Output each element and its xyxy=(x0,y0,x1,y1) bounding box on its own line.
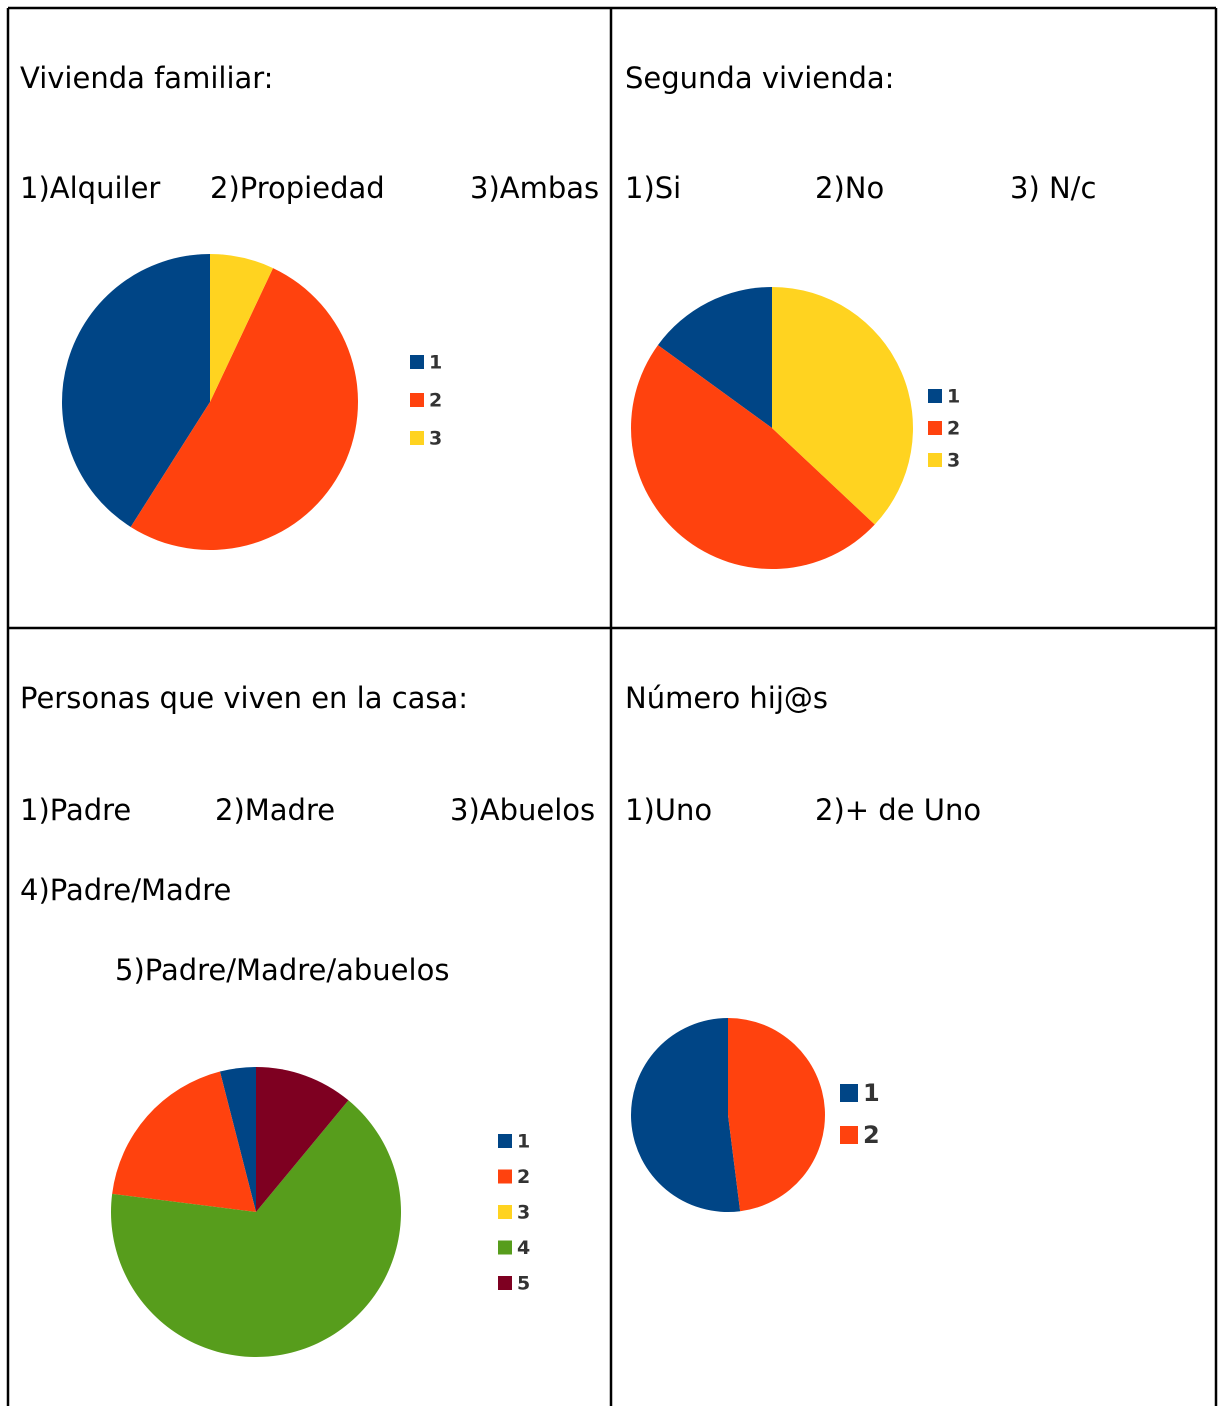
pie-slice xyxy=(657,287,772,428)
pie-slice xyxy=(772,287,914,525)
pie-slice xyxy=(112,1071,256,1212)
pie-slice xyxy=(728,1018,825,1212)
pie-slice xyxy=(630,1018,741,1212)
pie-slice xyxy=(62,254,210,527)
legend-swatch xyxy=(498,1169,512,1184)
pie-slice xyxy=(219,1067,256,1212)
option: 3)Abuelos xyxy=(450,793,595,827)
legend-label: 2 xyxy=(947,418,960,440)
cell-title: Vivienda familiar: xyxy=(20,61,273,95)
option: 2)No xyxy=(815,171,884,205)
option: 2)Madre xyxy=(215,793,335,827)
option: 1)Alquiler xyxy=(20,171,160,205)
option: 2)Propiedad xyxy=(210,171,385,205)
pie-slice xyxy=(630,345,875,569)
legend-swatch xyxy=(410,355,424,369)
option: 1)Padre xyxy=(20,793,131,827)
legend-label: 3 xyxy=(947,450,960,472)
pie-slice xyxy=(256,1067,349,1212)
option: 1)Si xyxy=(625,171,681,205)
cell-title: Número hij@s xyxy=(625,681,828,715)
pie-slice xyxy=(130,268,359,551)
legend-label: 1 xyxy=(517,1131,530,1153)
option: 1)Uno xyxy=(625,793,712,827)
legend-swatch xyxy=(840,1084,858,1102)
legend-swatch xyxy=(498,1240,512,1255)
legend-label: 1 xyxy=(863,1079,880,1107)
legend-swatch xyxy=(410,393,424,407)
option: 3)Ambas xyxy=(470,171,599,205)
option: 2)+ de Uno xyxy=(815,793,981,827)
cell-title: Segunda vivienda: xyxy=(625,61,894,95)
pie-slice xyxy=(210,254,274,402)
legend-swatch xyxy=(498,1205,512,1219)
legend-label: 4 xyxy=(517,1237,530,1259)
legend-label: 1 xyxy=(947,386,960,408)
legend-label: 5 xyxy=(517,1273,530,1295)
legend-swatch xyxy=(840,1126,858,1144)
option: 5)Padre/Madre/abuelos xyxy=(115,953,449,987)
option: 4)Padre/Madre xyxy=(20,873,231,907)
legend-swatch xyxy=(410,431,424,445)
legend-label: 2 xyxy=(517,1166,530,1188)
legend-swatch xyxy=(498,1134,512,1148)
legend-label: 3 xyxy=(429,428,442,450)
cell-title: Personas que viven en la casa: xyxy=(20,681,468,715)
option: 3) N/c xyxy=(1010,171,1096,205)
legend-swatch xyxy=(928,389,942,403)
legend-label: 1 xyxy=(429,352,442,374)
legend-label: 2 xyxy=(863,1121,880,1149)
legend-swatch xyxy=(928,421,942,435)
legend-label: 3 xyxy=(517,1202,530,1224)
legend-swatch xyxy=(498,1276,512,1290)
legend-swatch xyxy=(928,453,942,467)
table-borders xyxy=(6,6,1218,1406)
legend-label: 2 xyxy=(429,390,442,412)
pie-slice xyxy=(110,1100,401,1357)
